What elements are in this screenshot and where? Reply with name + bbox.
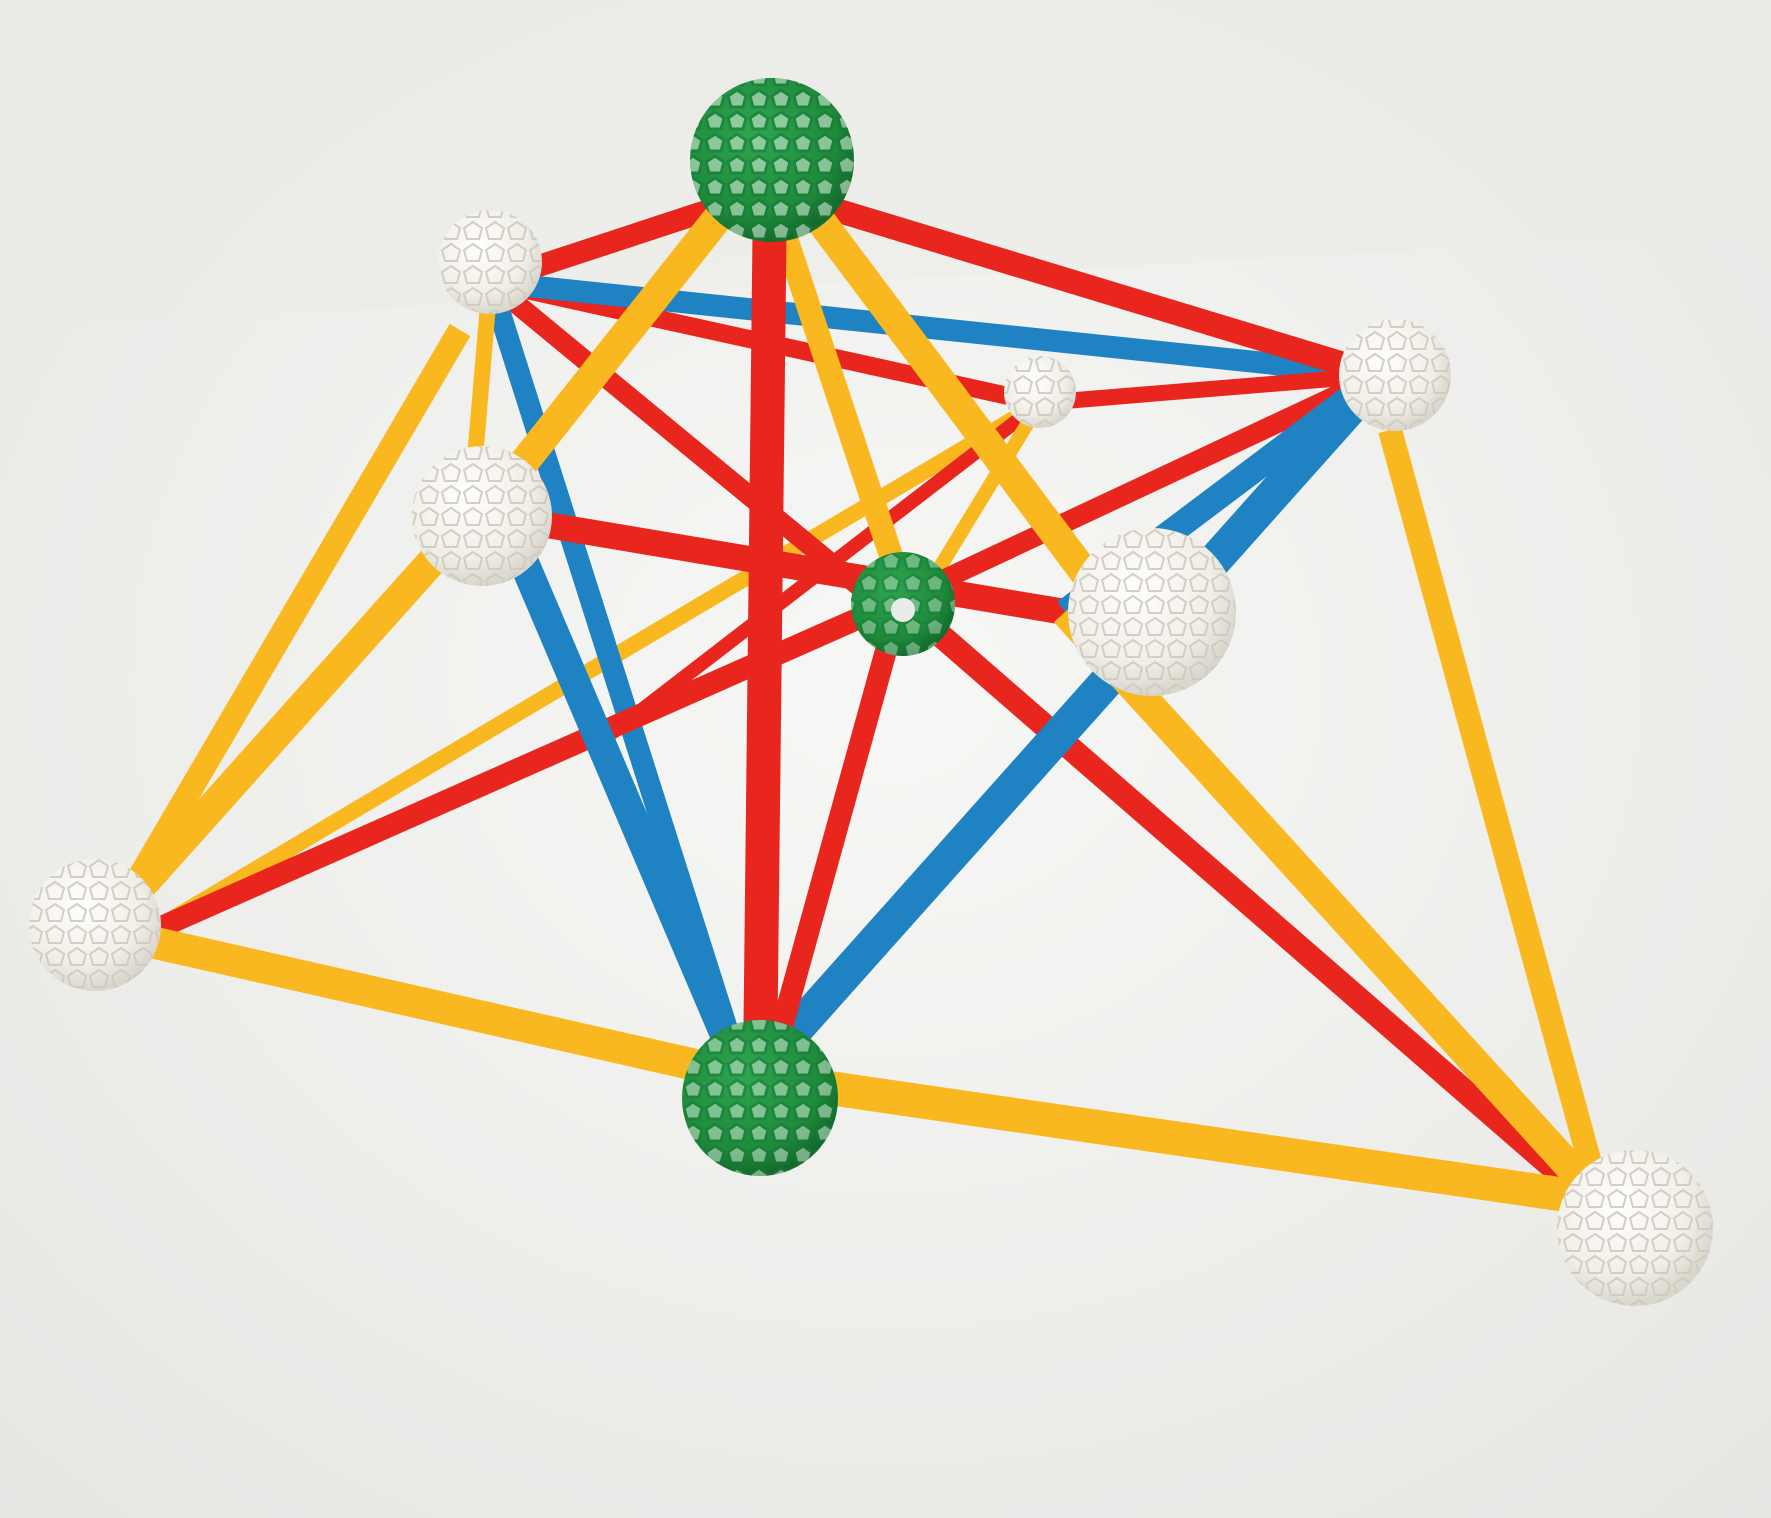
blue-strut <box>491 512 754 1076</box>
yellow-strut <box>109 323 471 917</box>
white-hub-right <box>1339 319 1451 431</box>
white-hub-bottom-right <box>1557 1150 1713 1306</box>
hubs <box>29 78 1713 1306</box>
white-hub-left-middle <box>412 446 552 586</box>
white-hub-back-center <box>1004 356 1076 428</box>
yellow-strut <box>116 919 744 1091</box>
yellow-strut <box>108 519 472 921</box>
white-hub-far-left <box>29 859 161 991</box>
red-strut <box>502 505 1068 625</box>
blue-strut <box>747 363 1393 1082</box>
red-strut <box>895 365 1385 610</box>
white-hub-right-middle <box>1068 528 1236 696</box>
green-hub-center <box>851 552 955 656</box>
white-hub-back-left <box>438 210 542 314</box>
red-strut <box>1039 367 1381 411</box>
red-strut <box>892 590 1598 1210</box>
red-strut <box>743 189 787 1071</box>
yellow-strut <box>498 180 752 490</box>
yellow-strut <box>145 396 1045 939</box>
yellow-strut <box>793 191 1102 589</box>
red-strut <box>759 597 911 1073</box>
yellow-strut <box>1053 601 1612 1211</box>
green-hub-bottom <box>682 1020 838 1176</box>
struts <box>108 178 1612 1217</box>
red-strut <box>766 178 1384 387</box>
green-hub-top <box>690 78 854 242</box>
yellow-strut <box>1378 426 1612 1204</box>
yellow-strut <box>758 186 917 602</box>
yellow-strut <box>914 399 1046 604</box>
yellow-strut <box>737 1058 1603 1217</box>
